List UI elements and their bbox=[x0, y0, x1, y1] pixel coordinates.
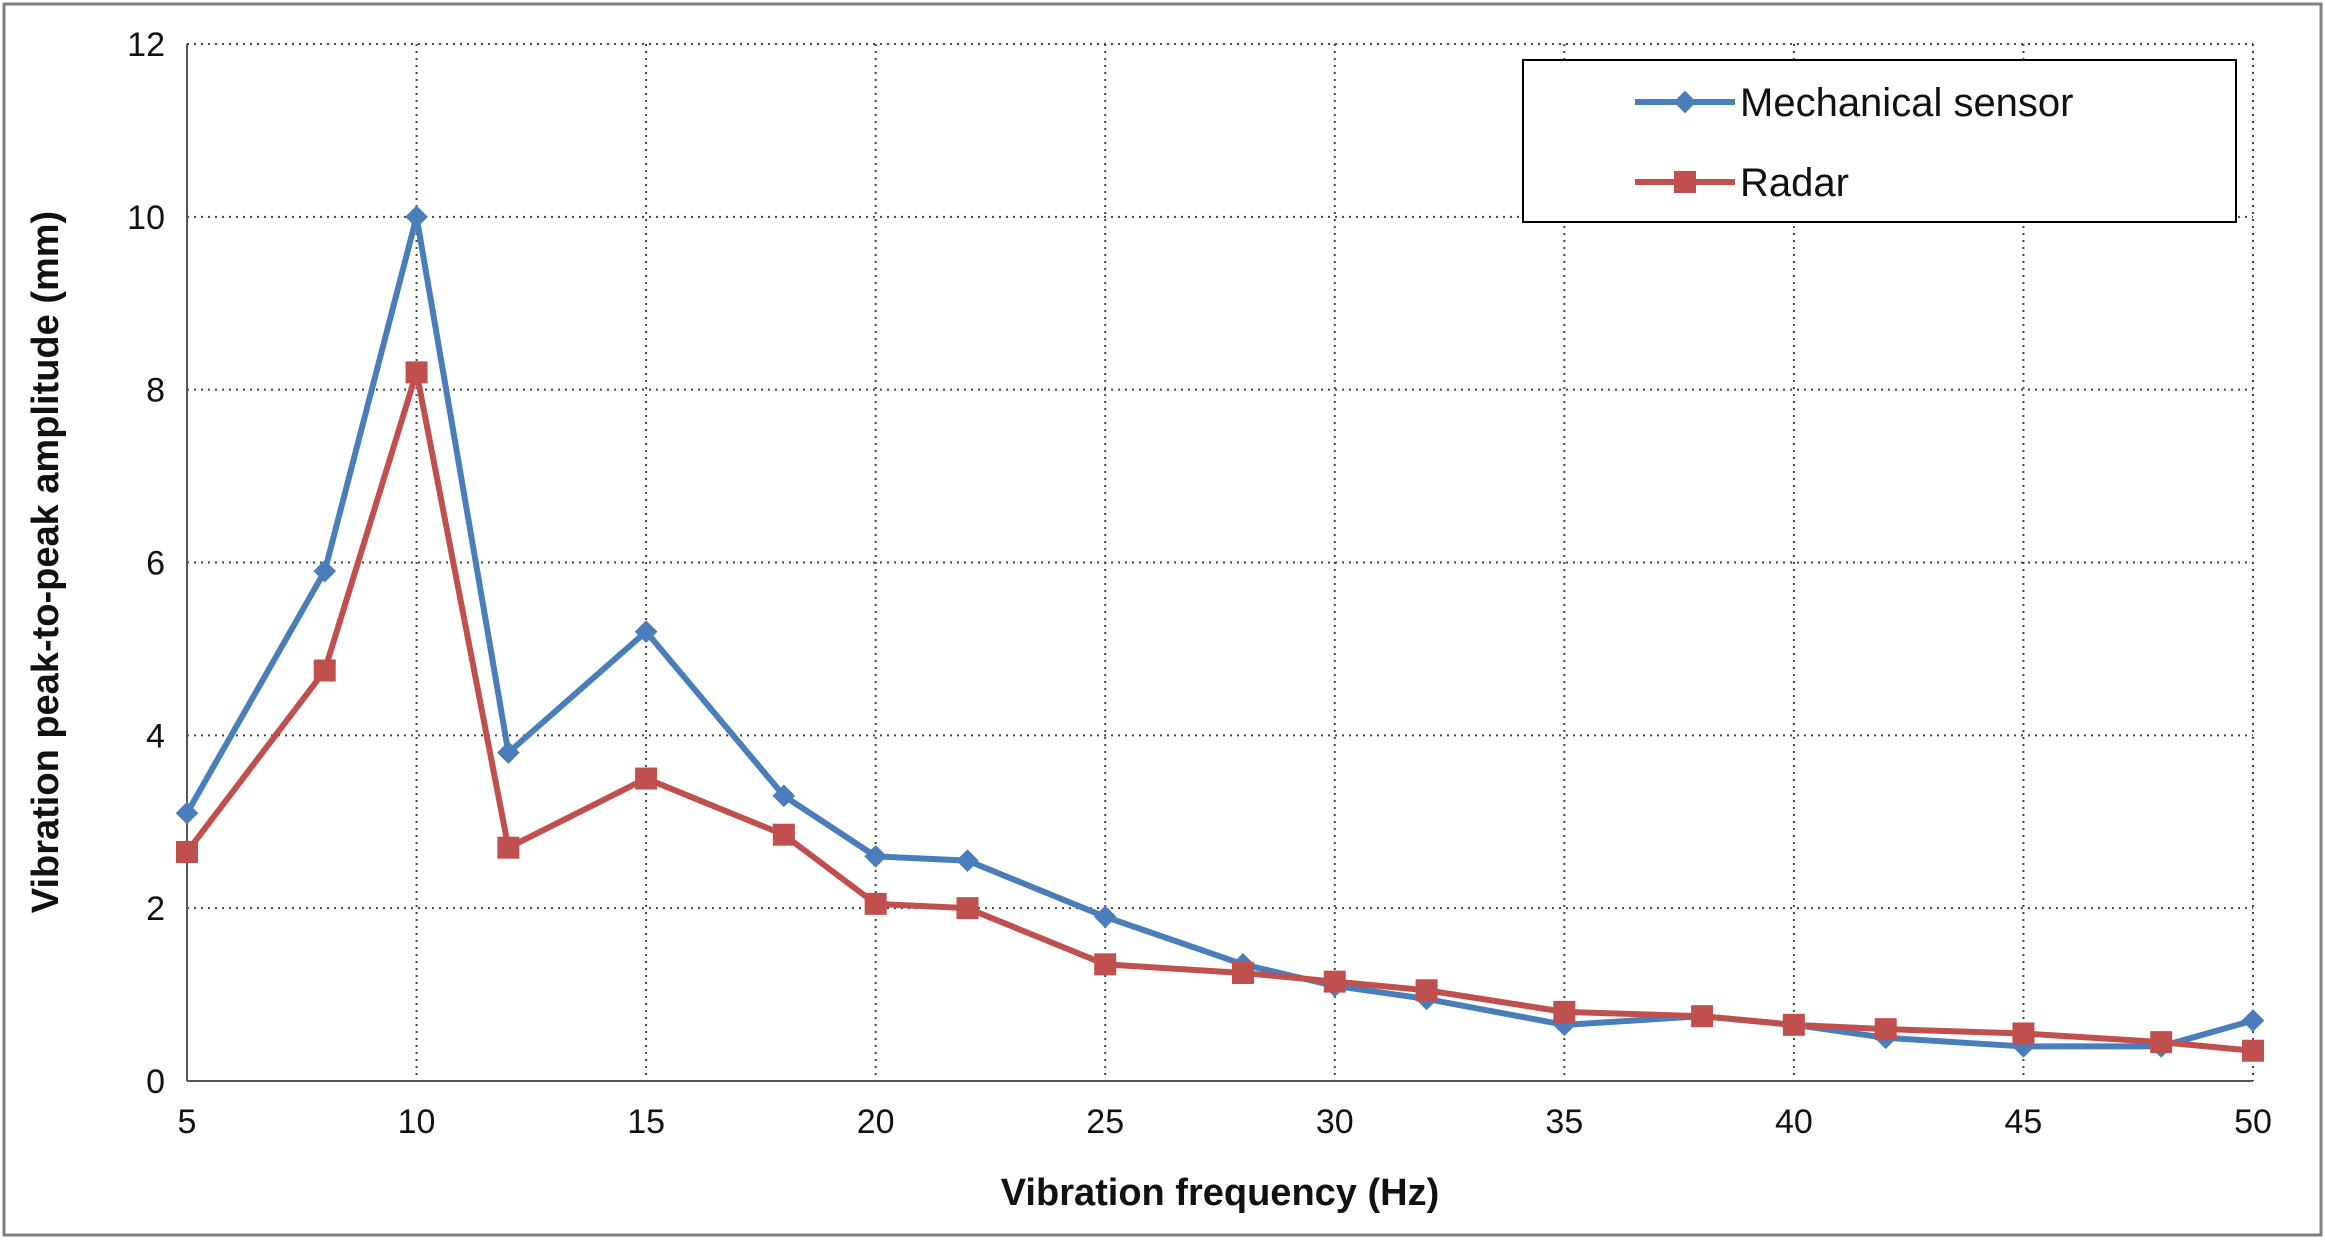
data-point-mechanical-sensor bbox=[2241, 1009, 2265, 1032]
x-tick-label: 25 bbox=[1086, 1103, 1124, 1141]
y-tick-label: 12 bbox=[127, 26, 165, 64]
data-point-radar bbox=[864, 892, 887, 915]
data-point-radar bbox=[1874, 1018, 1897, 1041]
data-point-radar bbox=[1231, 961, 1254, 984]
legend-label-radar: Radar bbox=[1740, 161, 1849, 205]
data-point-radar bbox=[1415, 979, 1438, 1002]
x-tick-label: 5 bbox=[178, 1103, 197, 1141]
data-point-mechanical-sensor bbox=[1093, 905, 1117, 929]
y-tick-labels: 0 2 4 6 8 10 12 bbox=[127, 26, 165, 1101]
data-point-radar bbox=[772, 823, 795, 846]
data-point-mechanical-sensor bbox=[772, 784, 796, 808]
data-point-radar bbox=[313, 659, 336, 682]
legend-box bbox=[1522, 59, 2237, 223]
x-tick-label: 35 bbox=[1545, 1103, 1583, 1141]
data-point-radar bbox=[635, 767, 658, 790]
y-tick-label: 10 bbox=[127, 199, 165, 237]
y-tick-label: 4 bbox=[146, 717, 165, 755]
legend-label-mechanical-sensor: Mechanical sensor bbox=[1740, 81, 2074, 125]
data-point-radar bbox=[2012, 1022, 2035, 1045]
data-point-radar bbox=[956, 897, 979, 920]
x-tick-label: 40 bbox=[1775, 1103, 1813, 1141]
data-point-mechanical-sensor bbox=[497, 741, 520, 764]
data-point-radar bbox=[1691, 1005, 1714, 1028]
x-axis-title: Vibration frequency (Hz) bbox=[1001, 1172, 1439, 1214]
axes bbox=[186, 44, 2253, 1082]
data-point-radar bbox=[2242, 1039, 2264, 1062]
data-point-radar bbox=[1094, 953, 1117, 976]
legend-entry-radar: Radar bbox=[1635, 161, 1849, 205]
data-point-radar bbox=[405, 361, 428, 384]
y-tick-label: 8 bbox=[146, 372, 165, 410]
y-tick-label: 2 bbox=[146, 890, 165, 928]
data-point-radar bbox=[1323, 970, 1346, 993]
x-tick-label: 20 bbox=[857, 1103, 895, 1141]
data-point-radar bbox=[1782, 1013, 1805, 1036]
data-point-mechanical-sensor bbox=[864, 845, 887, 868]
data-point-mechanical-sensor bbox=[313, 559, 337, 583]
series-radar bbox=[176, 361, 2264, 1062]
x-tick-label: 50 bbox=[2234, 1103, 2272, 1141]
x-tick-label: 15 bbox=[627, 1103, 665, 1141]
legend-marker-square bbox=[1674, 171, 1696, 193]
data-point-radar bbox=[497, 836, 520, 859]
legend-entry-mechanical-sensor: Mechanical sensor bbox=[1635, 81, 2074, 125]
y-tick-label: 6 bbox=[146, 545, 165, 583]
x-tick-label: 30 bbox=[1316, 1103, 1354, 1141]
legend-marker-diamond bbox=[1673, 90, 1697, 114]
data-point-radar bbox=[1553, 1000, 1576, 1023]
series bbox=[175, 205, 2265, 1062]
x-tick-label: 45 bbox=[2005, 1103, 2043, 1141]
data-point-mechanical-sensor bbox=[956, 849, 979, 872]
y-tick-label: 0 bbox=[146, 1063, 165, 1101]
x-tick-labels: 5 10 15 20 25 30 35 40 45 50 bbox=[178, 1103, 2272, 1141]
data-point-radar bbox=[176, 840, 198, 863]
legend: Mechanical sensor Radar bbox=[1522, 59, 2237, 223]
data-point-mechanical-sensor bbox=[634, 620, 658, 643]
data-point-radar bbox=[2150, 1031, 2173, 1054]
y-axis-title: Vibration peak-to-peak amplitude (mm) bbox=[25, 211, 67, 913]
x-tick-label: 10 bbox=[398, 1103, 436, 1141]
